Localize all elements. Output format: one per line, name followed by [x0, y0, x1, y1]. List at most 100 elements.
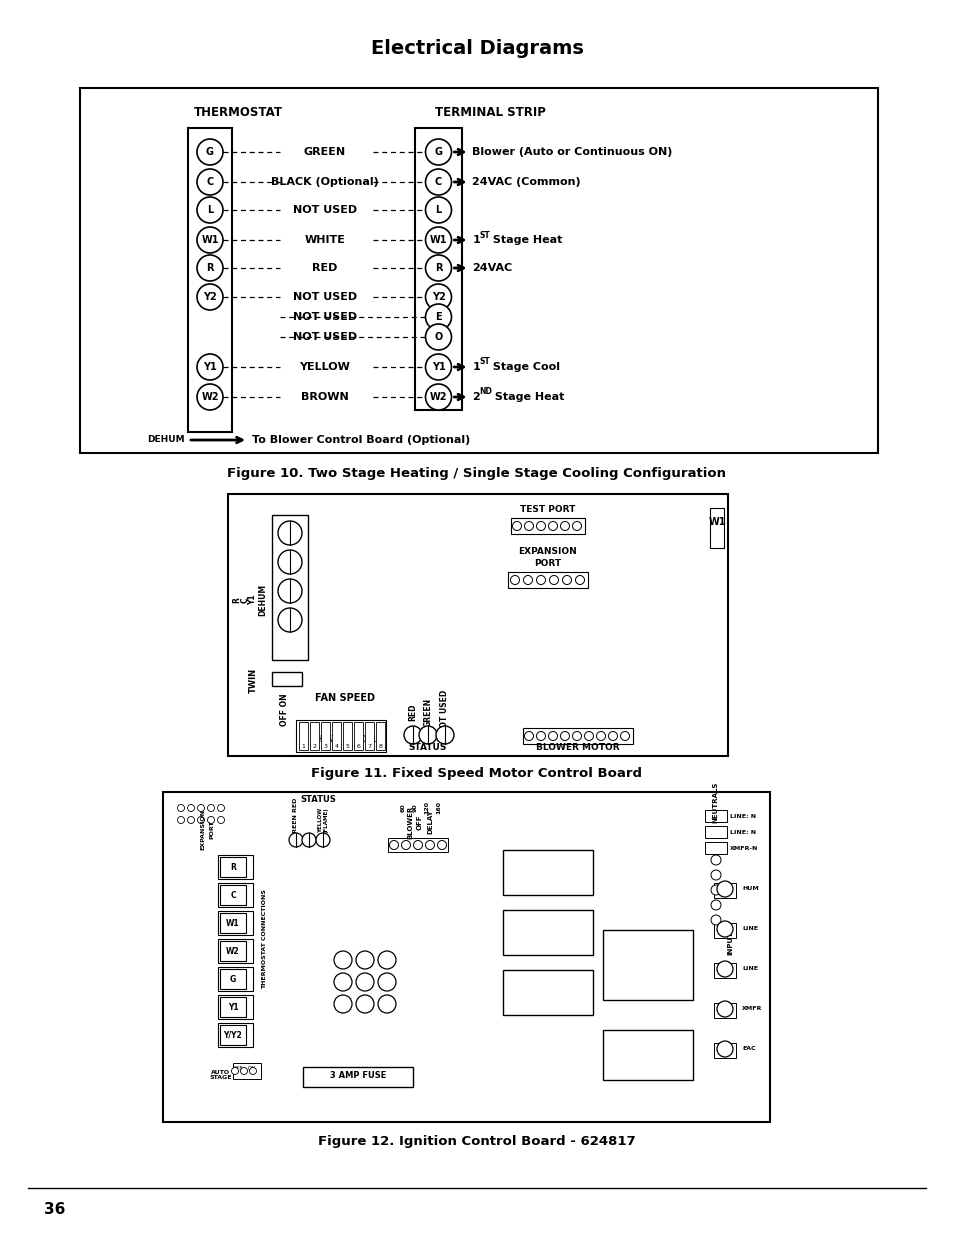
Circle shape [548, 731, 557, 741]
Text: DEHUM: DEHUM [258, 584, 267, 616]
Text: OFF ON: OFF ON [280, 694, 289, 726]
Circle shape [217, 816, 224, 824]
Text: Y1: Y1 [248, 595, 257, 605]
Circle shape [575, 576, 584, 584]
Bar [233, 1063, 261, 1079]
Text: W1: W1 [226, 919, 239, 927]
Circle shape [196, 169, 223, 195]
Text: Stage Cool: Stage Cool [489, 362, 560, 372]
Circle shape [208, 804, 214, 811]
Text: R: R [233, 597, 241, 603]
Text: AUTO
STAGE: AUTO STAGE [210, 1070, 232, 1081]
Text: LINE: N: LINE: N [729, 814, 756, 819]
Text: 36: 36 [44, 1203, 66, 1218]
Circle shape [425, 169, 451, 195]
Text: ON: ON [248, 1067, 256, 1072]
Circle shape [425, 140, 451, 165]
Bar [602, 1030, 692, 1079]
Text: 90: 90 [412, 804, 417, 813]
Text: 7: 7 [367, 743, 371, 748]
Text: O: O [434, 332, 442, 342]
Text: FAN SPEED: FAN SPEED [314, 693, 375, 703]
Circle shape [208, 816, 214, 824]
Text: DEHUM: DEHUM [147, 436, 185, 445]
Text: OFF: OFF [416, 814, 422, 830]
Text: Stage Heat: Stage Heat [491, 391, 564, 403]
Bar [704, 810, 726, 823]
Text: TEST PORT: TEST PORT [519, 505, 575, 515]
Text: EXPANSION: EXPANSION [518, 547, 577, 557]
Circle shape [401, 841, 410, 850]
Bar [713, 1044, 735, 1058]
Circle shape [196, 354, 223, 380]
Circle shape [403, 726, 421, 743]
Bar [272, 515, 308, 659]
Circle shape [197, 816, 204, 824]
Circle shape [334, 973, 352, 990]
Circle shape [524, 731, 533, 741]
Text: R: R [435, 263, 442, 273]
Bar [218, 883, 253, 906]
Bar [220, 997, 246, 1016]
Bar [332, 722, 340, 750]
Text: 24VAC (Common): 24VAC (Common) [472, 177, 580, 186]
Text: L: L [435, 205, 441, 215]
Circle shape [425, 384, 451, 410]
Bar [298, 722, 308, 750]
Bar [218, 967, 253, 990]
Circle shape [536, 521, 545, 531]
Text: Figure 11. Fixed Speed Motor Control Board: Figure 11. Fixed Speed Motor Control Boa… [312, 767, 641, 781]
Circle shape [188, 804, 194, 811]
Text: NEUTRALS: NEUTRALS [711, 782, 718, 823]
Text: W1: W1 [707, 517, 725, 527]
Text: ST: ST [479, 357, 490, 367]
Bar [713, 1003, 735, 1018]
Circle shape [425, 254, 451, 282]
Circle shape [196, 284, 223, 310]
Text: Stage Heat: Stage Heat [489, 235, 562, 245]
Text: XMFR-N: XMFR-N [729, 846, 758, 851]
Bar [220, 885, 246, 905]
Text: THERMOSTAT: THERMOSTAT [193, 105, 282, 119]
Text: STATUS: STATUS [300, 795, 335, 804]
Bar [713, 883, 735, 898]
Circle shape [717, 881, 732, 897]
Circle shape [334, 951, 352, 969]
Circle shape [512, 521, 521, 531]
Text: EXPANSION: EXPANSION [200, 809, 205, 851]
Circle shape [425, 841, 434, 850]
Bar [218, 939, 253, 963]
Circle shape [355, 995, 374, 1013]
Circle shape [524, 521, 533, 531]
Bar [218, 855, 253, 879]
Text: NOT USED: NOT USED [293, 312, 356, 322]
Text: BROWN: BROWN [301, 391, 349, 403]
Circle shape [572, 731, 581, 741]
Circle shape [596, 731, 605, 741]
Bar [709, 508, 723, 548]
Text: C: C [435, 177, 441, 186]
Bar [320, 722, 330, 750]
Circle shape [334, 995, 352, 1013]
Circle shape [188, 816, 194, 824]
Text: Y1: Y1 [228, 1003, 238, 1011]
Text: OFF: OFF [233, 1067, 243, 1072]
Text: Y2: Y2 [431, 291, 445, 303]
Text: TERMINAL STRIP: TERMINAL STRIP [435, 105, 545, 119]
Text: G: G [230, 974, 236, 983]
Circle shape [619, 731, 629, 741]
Circle shape [196, 227, 223, 253]
Text: BLACK (Optional): BLACK (Optional) [271, 177, 378, 186]
Text: RED: RED [408, 703, 417, 721]
Text: R: R [206, 263, 213, 273]
Circle shape [425, 304, 451, 330]
Circle shape [560, 521, 569, 531]
Bar [713, 963, 735, 978]
Text: LINE: N: LINE: N [729, 830, 756, 835]
Circle shape [197, 804, 204, 811]
Text: C: C [240, 598, 250, 603]
Circle shape [232, 1067, 238, 1074]
Circle shape [425, 354, 451, 380]
Text: 2: 2 [313, 743, 316, 748]
Bar [188, 128, 232, 432]
